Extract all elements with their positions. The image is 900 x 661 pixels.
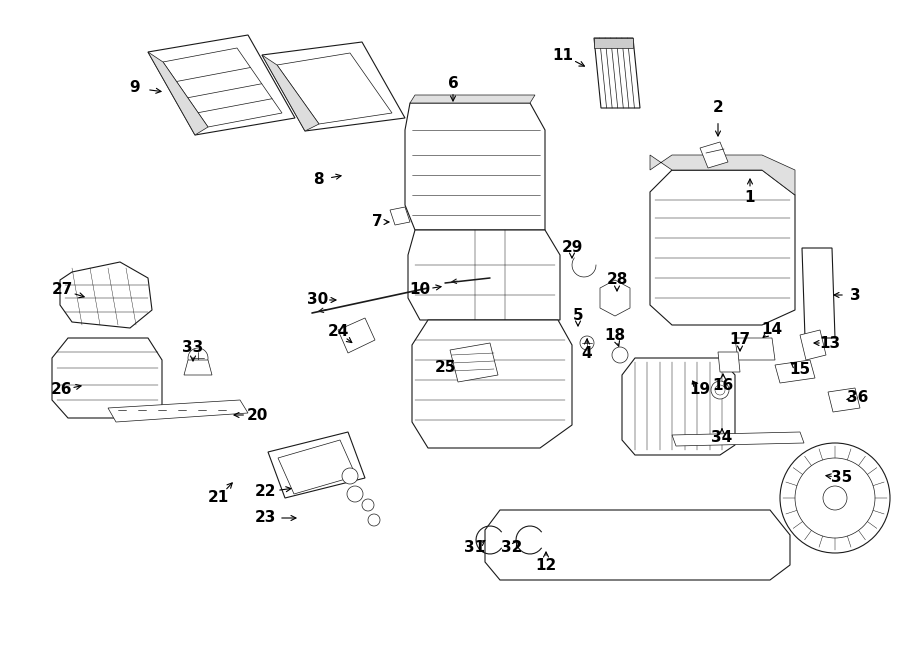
Polygon shape [622,358,735,455]
Polygon shape [278,440,356,494]
Text: 35: 35 [832,471,852,485]
Polygon shape [52,338,162,418]
Text: 33: 33 [183,340,203,356]
Text: 10: 10 [410,282,430,297]
Polygon shape [718,352,740,372]
Text: 9: 9 [130,81,140,95]
Polygon shape [594,38,640,108]
Circle shape [780,443,890,553]
Text: 4: 4 [581,346,592,360]
Polygon shape [390,207,410,225]
Text: 17: 17 [729,332,751,348]
Text: 32: 32 [501,541,523,555]
Circle shape [342,468,358,484]
Polygon shape [672,432,804,446]
Polygon shape [338,318,375,353]
Text: 28: 28 [607,272,627,288]
Text: 26: 26 [51,383,73,397]
Text: 29: 29 [562,241,582,256]
Text: 19: 19 [689,383,711,397]
Circle shape [188,348,208,368]
Circle shape [823,486,847,510]
Text: 3: 3 [850,288,860,303]
Text: 16: 16 [713,377,734,393]
Text: 36: 36 [847,391,868,405]
Polygon shape [700,142,728,168]
Text: 7: 7 [372,215,382,229]
Polygon shape [262,55,319,131]
Circle shape [580,336,594,350]
Polygon shape [800,330,826,360]
Circle shape [362,499,374,511]
Polygon shape [412,320,572,448]
Polygon shape [184,360,212,375]
Polygon shape [163,48,282,127]
Polygon shape [672,155,762,170]
Circle shape [347,486,363,502]
Text: 13: 13 [819,336,841,350]
Polygon shape [450,343,498,382]
Polygon shape [802,248,835,338]
Circle shape [368,514,380,526]
Text: 31: 31 [464,541,486,555]
Text: 2: 2 [713,100,724,116]
Polygon shape [650,170,795,325]
Circle shape [715,385,725,395]
Polygon shape [594,38,633,48]
Text: 22: 22 [254,485,275,500]
Text: 5: 5 [572,309,583,323]
Polygon shape [650,155,795,195]
Text: 27: 27 [51,282,73,297]
Text: 11: 11 [553,48,573,63]
Circle shape [612,347,628,363]
Polygon shape [108,400,248,422]
Text: 6: 6 [447,75,458,91]
Polygon shape [485,510,790,580]
Polygon shape [277,53,392,124]
Polygon shape [268,432,365,498]
Text: 25: 25 [435,360,455,375]
Polygon shape [148,35,295,135]
Text: 23: 23 [255,510,275,525]
Polygon shape [408,230,560,320]
Circle shape [711,381,729,399]
Text: 24: 24 [328,325,348,340]
Text: 30: 30 [308,293,328,307]
Text: 12: 12 [536,557,556,572]
Polygon shape [60,262,152,328]
Polygon shape [828,388,860,412]
Text: 21: 21 [207,490,229,506]
Polygon shape [775,360,815,383]
Text: 20: 20 [247,407,267,422]
Text: 18: 18 [605,327,626,342]
Text: 14: 14 [761,323,783,338]
Polygon shape [405,103,545,230]
Text: 8: 8 [312,173,323,188]
Polygon shape [410,95,535,103]
Circle shape [795,458,875,538]
Text: 15: 15 [789,362,811,377]
Text: 34: 34 [711,430,733,446]
Text: 1: 1 [745,190,755,206]
Polygon shape [262,42,405,131]
Polygon shape [600,280,630,316]
Polygon shape [148,52,208,135]
Polygon shape [735,338,775,360]
